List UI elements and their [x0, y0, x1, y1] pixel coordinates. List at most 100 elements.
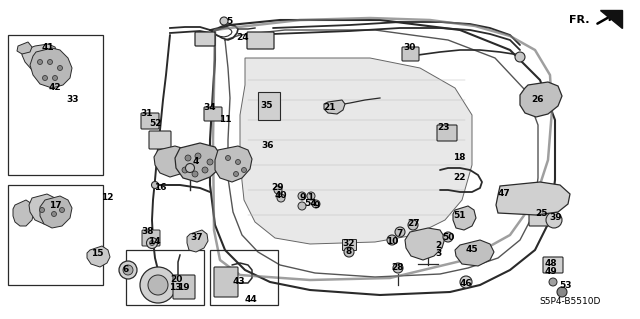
- Circle shape: [307, 192, 315, 200]
- Circle shape: [40, 207, 45, 212]
- Circle shape: [277, 194, 285, 202]
- Text: 54: 54: [305, 199, 317, 209]
- Text: 42: 42: [49, 83, 61, 92]
- Text: FR.: FR.: [570, 15, 590, 25]
- Circle shape: [236, 160, 241, 165]
- Circle shape: [186, 164, 195, 173]
- Circle shape: [148, 275, 168, 295]
- Circle shape: [202, 167, 208, 173]
- Circle shape: [42, 76, 47, 80]
- Text: 48: 48: [545, 259, 557, 269]
- Polygon shape: [154, 146, 190, 177]
- Text: 25: 25: [536, 210, 548, 219]
- Circle shape: [312, 200, 320, 208]
- Text: 16: 16: [154, 183, 166, 192]
- Circle shape: [298, 202, 306, 210]
- Text: 10: 10: [386, 236, 398, 246]
- Circle shape: [152, 182, 159, 189]
- Text: 12: 12: [100, 192, 113, 202]
- Text: 35: 35: [260, 100, 273, 109]
- Polygon shape: [17, 42, 32, 54]
- FancyBboxPatch shape: [247, 32, 274, 49]
- Text: 33: 33: [67, 95, 79, 105]
- Text: 39: 39: [550, 213, 563, 222]
- Circle shape: [443, 232, 453, 242]
- Circle shape: [393, 263, 403, 273]
- Circle shape: [460, 276, 472, 288]
- Polygon shape: [187, 230, 208, 252]
- FancyBboxPatch shape: [214, 267, 238, 297]
- FancyBboxPatch shape: [342, 240, 356, 250]
- Text: 21: 21: [324, 102, 336, 112]
- Text: 51: 51: [454, 211, 467, 219]
- Text: 15: 15: [91, 249, 103, 257]
- Circle shape: [140, 267, 176, 303]
- FancyBboxPatch shape: [543, 257, 563, 273]
- Text: 53: 53: [560, 281, 572, 291]
- Text: 17: 17: [49, 201, 61, 210]
- Circle shape: [58, 65, 63, 70]
- Circle shape: [185, 155, 191, 161]
- Circle shape: [150, 241, 154, 246]
- Text: 43: 43: [233, 278, 245, 286]
- Circle shape: [515, 52, 525, 62]
- Circle shape: [195, 153, 201, 159]
- Text: 22: 22: [452, 174, 465, 182]
- Text: 50: 50: [442, 233, 454, 241]
- Text: 1: 1: [307, 192, 313, 202]
- Circle shape: [47, 60, 52, 64]
- Circle shape: [60, 207, 65, 212]
- Text: 45: 45: [466, 244, 478, 254]
- Circle shape: [51, 211, 56, 217]
- Circle shape: [123, 265, 133, 275]
- Text: 9: 9: [300, 192, 306, 202]
- Polygon shape: [520, 82, 562, 117]
- Circle shape: [549, 278, 557, 286]
- FancyBboxPatch shape: [142, 230, 160, 246]
- Text: 34: 34: [204, 102, 216, 112]
- Text: 47: 47: [498, 189, 510, 197]
- Circle shape: [225, 155, 230, 160]
- Text: 30: 30: [404, 42, 416, 51]
- Text: 26: 26: [532, 95, 544, 105]
- Circle shape: [241, 167, 246, 173]
- Text: 4: 4: [193, 158, 199, 167]
- Circle shape: [546, 212, 562, 228]
- Circle shape: [395, 227, 405, 237]
- Circle shape: [207, 159, 213, 165]
- Text: 14: 14: [148, 236, 160, 246]
- Text: 2: 2: [435, 241, 441, 249]
- Text: 5: 5: [226, 18, 232, 26]
- Text: 18: 18: [452, 152, 465, 161]
- Polygon shape: [600, 10, 622, 28]
- Bar: [8, 185, 103, 285]
- Text: 28: 28: [392, 263, 404, 272]
- FancyBboxPatch shape: [402, 47, 419, 61]
- Polygon shape: [496, 182, 570, 215]
- Polygon shape: [405, 228, 445, 260]
- Text: 7: 7: [397, 228, 403, 238]
- Text: 24: 24: [237, 33, 250, 41]
- Circle shape: [234, 172, 239, 176]
- Text: 52: 52: [150, 118, 163, 128]
- Text: 20: 20: [170, 276, 182, 285]
- Circle shape: [38, 60, 42, 64]
- Text: 27: 27: [408, 219, 420, 227]
- FancyBboxPatch shape: [141, 113, 159, 129]
- Text: 36: 36: [262, 140, 275, 150]
- FancyBboxPatch shape: [195, 32, 215, 46]
- Text: 37: 37: [191, 234, 204, 242]
- Text: 41: 41: [42, 42, 54, 51]
- Text: 32: 32: [343, 239, 355, 248]
- Polygon shape: [30, 48, 72, 88]
- Circle shape: [387, 235, 397, 245]
- Polygon shape: [40, 196, 72, 228]
- Bar: [8, 35, 103, 175]
- Polygon shape: [215, 146, 252, 182]
- Bar: [210, 250, 278, 305]
- Text: 9: 9: [314, 202, 320, 211]
- Text: 3: 3: [435, 249, 441, 257]
- Polygon shape: [87, 246, 110, 267]
- Circle shape: [52, 76, 58, 80]
- Circle shape: [408, 220, 418, 230]
